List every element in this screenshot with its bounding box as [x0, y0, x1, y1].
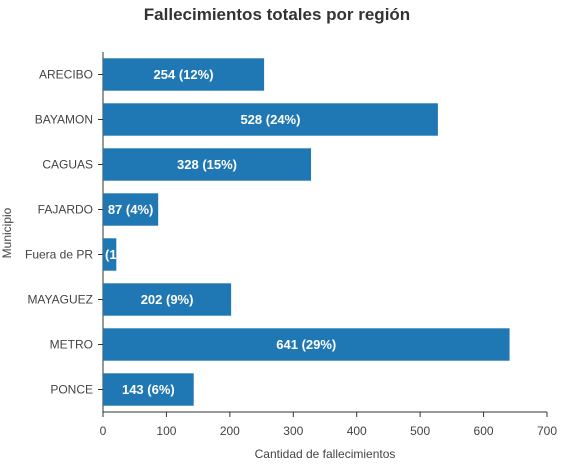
x-tick-label: 700	[537, 424, 557, 438]
x-tick-label: 300	[283, 424, 303, 438]
x-tick-label: 200	[220, 424, 240, 438]
bar	[103, 58, 265, 91]
data-label: 202 (9%)	[141, 292, 194, 307]
data-label: 87 (4%)	[108, 202, 154, 217]
category-label: PONCE	[50, 383, 93, 397]
bar	[103, 328, 510, 361]
category-label: BAYAMON	[35, 113, 93, 127]
bar	[103, 103, 438, 136]
bar	[103, 373, 194, 406]
category-label: ARECIBO	[39, 68, 93, 82]
data-label: 254 (12%)	[154, 67, 214, 82]
x-tick-label: 400	[347, 424, 367, 438]
category-label: MAYAGUEZ	[27, 293, 93, 307]
y-axis-title: Municipio	[0, 207, 14, 258]
bar	[103, 193, 159, 226]
bars-layer: 254 (12%) 528 (24%) 328 (15%) 87 (4%) (1 202 …	[103, 58, 510, 406]
y-axis: ARECIBO BAYAMON CAGUAS FAJARDO Fuera de PR MA…	[25, 68, 103, 397]
x-axis-title: Cantidad de fallecimientos	[255, 447, 396, 461]
chart-title: Fallecimientos totales por región	[144, 5, 410, 24]
data-label: (1	[105, 247, 117, 262]
data-label: 328 (15%)	[177, 157, 237, 172]
data-label: 143 (6%)	[122, 382, 175, 397]
x-tick-label: 0	[100, 424, 107, 438]
data-label: 641 (29%)	[276, 337, 336, 352]
bar	[103, 283, 232, 316]
x-tick-label: 600	[474, 424, 494, 438]
x-axis: 0 100 200 300 400 500 600 700	[100, 412, 557, 438]
x-tick-label: 500	[410, 424, 430, 438]
category-label: CAGUAS	[42, 158, 93, 172]
category-label: Fuera de PR	[25, 248, 93, 262]
x-tick-label: 100	[156, 424, 176, 438]
category-label: FAJARDO	[38, 203, 93, 217]
data-label: 528 (24%)	[240, 112, 300, 127]
bar	[103, 148, 312, 181]
bar	[103, 238, 117, 271]
category-label: METRO	[50, 338, 93, 352]
